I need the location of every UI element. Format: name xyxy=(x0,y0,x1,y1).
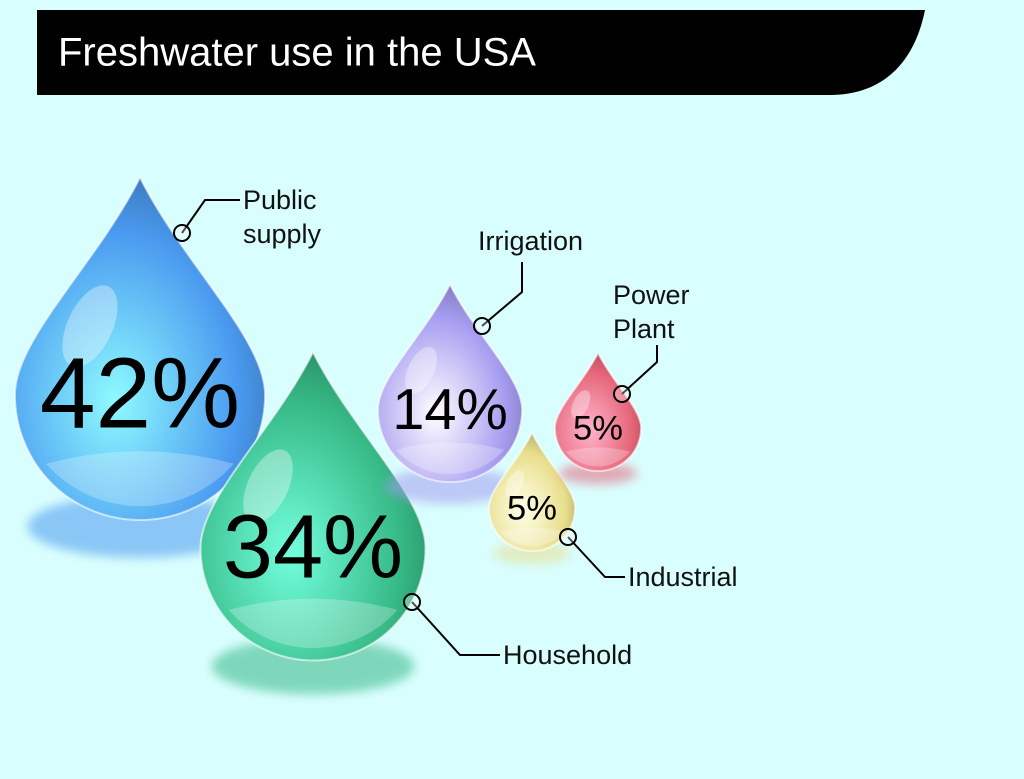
category-label: Industrial xyxy=(628,562,738,592)
chart-title: Freshwater use in the USA xyxy=(58,31,536,75)
leader-dot xyxy=(613,385,631,403)
drop-highlight xyxy=(571,390,591,419)
drop-shadow xyxy=(27,495,253,558)
drop-reflection xyxy=(46,451,234,507)
value-label: 5% xyxy=(573,409,623,447)
leader-line xyxy=(481,262,523,327)
category-label: Household xyxy=(503,640,633,670)
drop-shadow xyxy=(493,542,571,565)
leader-line xyxy=(181,199,240,234)
leader-line xyxy=(567,536,625,578)
drop xyxy=(376,282,524,484)
value-label: 42% xyxy=(40,338,240,450)
drop-highlight xyxy=(243,449,293,523)
drop-shadow xyxy=(211,638,415,695)
drop-shadow xyxy=(559,462,637,485)
drop-shadow xyxy=(385,467,515,504)
leader-dot xyxy=(403,593,421,611)
leader-line xyxy=(411,601,500,656)
value-label: 5% xyxy=(507,489,557,527)
leader-dot xyxy=(559,528,577,546)
drop-reflection xyxy=(395,442,505,475)
value-label: 14% xyxy=(392,378,508,442)
drop-highlight xyxy=(405,346,438,394)
drop xyxy=(13,175,267,521)
leader-dot xyxy=(173,224,191,242)
drop-highlight xyxy=(62,285,118,368)
leader-line xyxy=(621,345,658,395)
title-bar xyxy=(37,10,925,95)
leader-dot xyxy=(473,317,491,335)
drop xyxy=(199,349,427,662)
drop-reflection xyxy=(228,598,398,648)
drop-highlight xyxy=(505,470,525,499)
drop xyxy=(553,350,643,473)
category-label: Irrigation xyxy=(478,226,584,256)
category-label: Public supply xyxy=(243,185,322,249)
drop-reflection xyxy=(565,447,631,467)
drop-reflection xyxy=(499,527,565,547)
drop xyxy=(487,430,577,553)
category-label: Power Plant xyxy=(613,280,690,344)
value-label: 34% xyxy=(223,497,403,597)
